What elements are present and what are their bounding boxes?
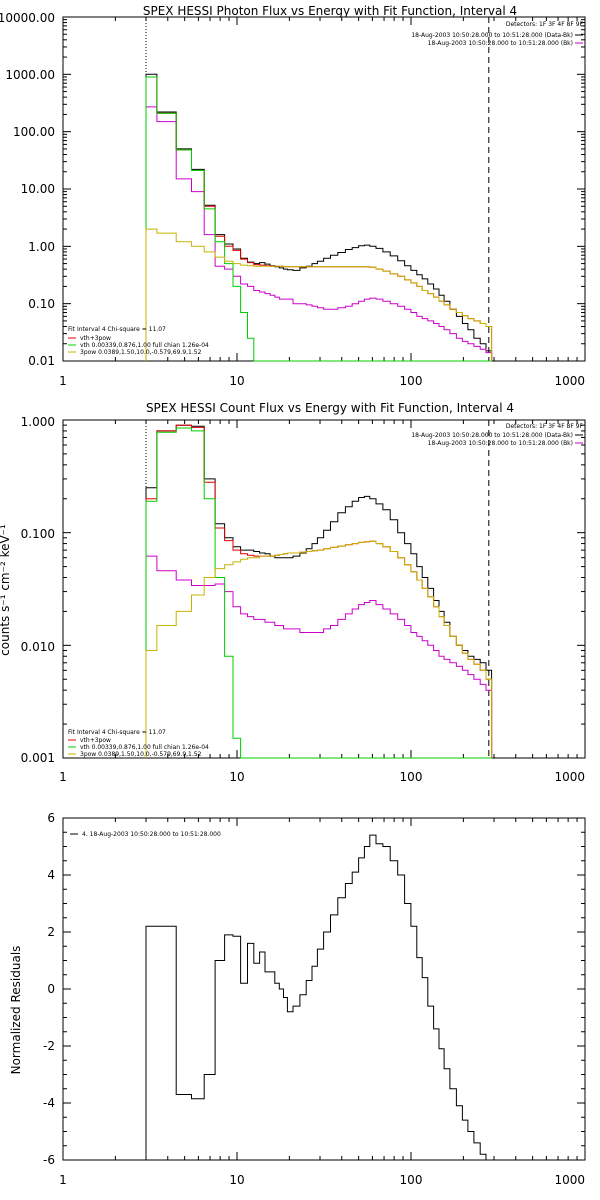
photon-legend-fit: Fit Interval 4 Chi-square = 11.07 (68, 326, 166, 333)
photon-curves (145, 17, 493, 362)
series-3pow (145, 228, 493, 361)
count-x-label-100: 100 (400, 770, 423, 784)
series-vth-3pow (145, 424, 493, 758)
count-y-label-1.000: 1.000 (21, 415, 55, 429)
photon-legend-detectors: Detectors: 1F 3F 4F 8F 9F (506, 21, 584, 28)
series-4-18-aug-2003-10-50-28-000-to-10-51-28-000 (145, 834, 492, 1161)
residuals-y-label-0: 0 (47, 982, 55, 996)
photon-x-label-1000: 1000 (554, 374, 585, 388)
series-bk (145, 555, 493, 758)
count-legend-bk: 18-Aug-2003 10:50:28.000 to 10:51:28.000… (428, 440, 573, 447)
photon-x-label-10: 10 (229, 374, 244, 388)
count-y-label-0.100: 0.100 (21, 527, 55, 541)
photon-legend-vth: vth 0.00339,0.876,1.00 full chian 1.26e-… (80, 342, 209, 349)
count-x-label-10: 10 (229, 770, 244, 784)
photon-y-label-10.00: 10.00 (21, 182, 55, 196)
photon-legend-right: Detectors: 1F 3F 4F 8F 9F 18-Aug-2003 10… (411, 21, 583, 47)
series-vth (145, 76, 492, 362)
photon-ticks (62, 17, 585, 362)
residuals-y-label-neg6: -6 (43, 1153, 55, 1167)
photon-legend-3pow: 3pow 0.0389,1.50,10.0,-0.579,69.9,1.52 (80, 349, 202, 356)
count-legend-left: Fit Interval 4 Chi-square = 11.07 vth+3p… (68, 729, 209, 758)
series-data-bk (145, 73, 493, 361)
photon-legend-databk: 18-Aug-2003 10:50:28.000 to 10:51:28.000… (411, 32, 573, 39)
count-legend-fit: Fit Interval 4 Chi-square = 11.07 (68, 729, 166, 736)
photon-legend-total: vth+3pow (80, 335, 111, 342)
residuals-x-label-100: 100 (400, 1173, 423, 1187)
count-ticks (62, 420, 585, 759)
residuals-legend-label: 4. 18-Aug-2003 10:50:28.000 to 10:51:28.… (82, 831, 221, 838)
count-legend-3pow: 3pow 0.0389,1.50,10.0,-0.579,69.9,1.52 (80, 751, 202, 758)
series-3pow (145, 540, 493, 758)
residuals-x-label-1: 1 (59, 1173, 67, 1187)
photon-y-label-1000.00: 1000.00 (5, 68, 55, 82)
residuals-x-label-10: 10 (229, 1173, 244, 1187)
photon-y-label-100.00: 100.00 (13, 125, 55, 139)
count-panel: SPEX HESSI Count Flux vs Energy with Fit… (0, 401, 586, 784)
residuals-x-label-1000: 1000 (554, 1173, 585, 1187)
residuals-plot-frame (62, 817, 586, 1161)
count-title: SPEX HESSI Count Flux vs Energy with Fit… (146, 401, 514, 415)
count-y-label-0.010: 0.010 (21, 640, 55, 654)
residuals-y-label-4: 4 (47, 868, 55, 882)
series-vth (145, 427, 492, 759)
series-data-bk (145, 424, 493, 758)
residuals-y-label-2: 2 (47, 925, 55, 939)
photon-legend-left: Fit Interval 4 Chi-square = 11.07 vth+3p… (68, 326, 209, 356)
residuals-y-label-neg2: -2 (43, 1039, 55, 1053)
count-legend-detectors: Detectors: 1F 3F 4F 8F 9F (506, 423, 584, 430)
photon-legend-bk: 18-Aug-2003 10:50:28.000 to 10:51:28.000… (428, 40, 573, 47)
photon-y-label-0.10: 0.10 (28, 297, 55, 311)
photon-y-label-1.00: 1.00 (28, 240, 55, 254)
count-x-label-1000: 1000 (554, 770, 585, 784)
photon-panel: SPEX HESSI Photon Flux vs Energy with Fi… (0, 4, 586, 388)
series-bk (145, 106, 493, 361)
count-legend-vth: vth 0.00339,0.876,1.00 full chian 1.26e-… (80, 744, 209, 751)
count-legend-total: vth+3pow (80, 737, 111, 744)
photon-y-label-0.01: 0.01 (28, 354, 55, 368)
residuals-y-axis-title: Normalized Residuals (9, 946, 23, 1075)
photon-x-label-100: 100 (400, 374, 423, 388)
count-plot-frame (62, 419, 586, 759)
count-curves (145, 420, 493, 759)
count-y-axis-title: counts s⁻¹ cm⁻² keV⁻¹ (0, 524, 12, 656)
count-legend-databk: 18-Aug-2003 10:50:28.000 to 10:51:28.000… (411, 432, 573, 439)
residuals-panel: Normalized Residuals 1 10 100 1000 -6 -4… (9, 811, 586, 1187)
residuals-y-label-neg4: -4 (43, 1096, 55, 1110)
photon-x-label-1: 1 (59, 374, 67, 388)
residuals-curves (145, 834, 492, 1161)
residuals-ticks (62, 817, 585, 1161)
photon-y-label-10000.00: 10000.00 (0, 11, 55, 25)
residuals-y-label-6: 6 (47, 811, 55, 825)
photon-title: SPEX HESSI Photon Flux vs Energy with Fi… (143, 4, 517, 18)
count-legend-right: Detectors: 1F 3F 4F 8F 9F 18-Aug-2003 10… (411, 423, 583, 447)
count-x-label-1: 1 (59, 770, 67, 784)
count-y-label-0.001: 0.001 (21, 751, 55, 765)
residuals-legend: 4. 18-Aug-2003 10:50:28.000 to 10:51:28.… (70, 831, 221, 838)
series-vth-3pow (145, 76, 493, 361)
